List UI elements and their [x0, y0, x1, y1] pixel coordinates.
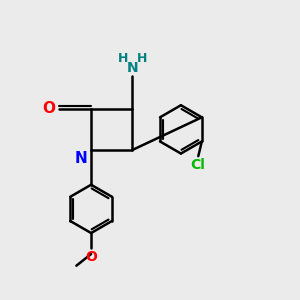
Text: O: O: [42, 101, 55, 116]
Text: H: H: [118, 52, 128, 65]
Text: O: O: [85, 250, 97, 263]
Text: H: H: [136, 52, 147, 65]
Text: N: N: [127, 61, 138, 75]
Text: N: N: [75, 152, 88, 166]
Text: Cl: Cl: [190, 158, 205, 172]
